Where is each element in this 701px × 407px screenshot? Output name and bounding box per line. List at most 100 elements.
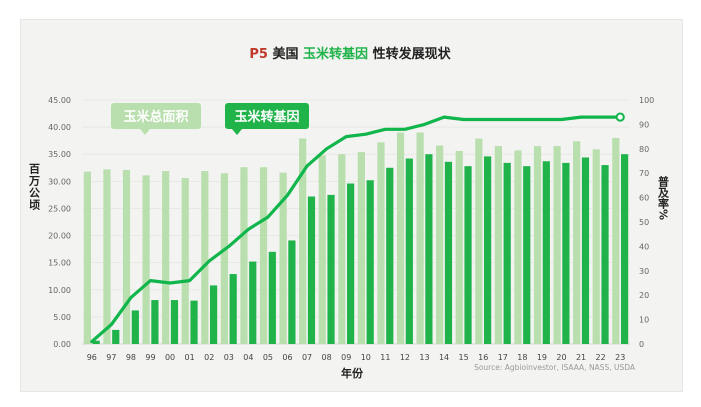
bar-total-19 xyxy=(533,146,542,344)
title-prefix: P5 xyxy=(249,47,268,62)
x-tick-label: 06 xyxy=(282,353,292,362)
bar-gm-18 xyxy=(523,166,531,344)
x-tick-label: 23 xyxy=(615,353,625,362)
bar-total-02 xyxy=(201,171,209,344)
x-tick-label: 02 xyxy=(204,353,214,362)
x-tick-label: 15 xyxy=(459,353,469,362)
right-tick-label: 40 xyxy=(639,242,649,251)
x-tick-label: 01 xyxy=(185,353,195,362)
bar-gm-98 xyxy=(131,310,139,344)
x-tick-label: 99 xyxy=(145,353,155,362)
bar-gm-15 xyxy=(464,166,472,344)
chart-title: P5 美国 玉米转基因 性转发展现状 xyxy=(249,46,451,62)
right-tick-label: 70 xyxy=(639,169,649,178)
bar-total-17 xyxy=(494,146,502,344)
left-tick-label: 10.00 xyxy=(48,286,71,295)
x-tick-label: 14 xyxy=(439,353,449,362)
x-tick-label: 96 xyxy=(87,353,97,362)
x-tick-label: 18 xyxy=(517,353,527,362)
bar-total-97 xyxy=(103,169,111,344)
bar-total-13 xyxy=(416,132,424,344)
bar-gm-14 xyxy=(444,161,453,344)
right-tick-label: 80 xyxy=(639,145,649,154)
right-axis-label: 普及率% xyxy=(657,175,670,220)
x-tick-label: 11 xyxy=(380,353,390,362)
right-tick-label: 90 xyxy=(639,120,649,129)
x-tick-label: 10 xyxy=(361,353,371,362)
legend-gm-pointer xyxy=(232,129,242,135)
bar-gm-02 xyxy=(210,285,218,344)
bar-total-03 xyxy=(220,173,228,344)
bar-gm-21 xyxy=(581,157,590,344)
title-pre: 美国 xyxy=(273,46,299,62)
bar-total-00 xyxy=(162,171,170,344)
x-tick-label: 07 xyxy=(302,353,312,362)
source-note: Source: Agbioinvestor, ISAAA, NASS, USDA xyxy=(474,363,636,372)
legend-total-bubble xyxy=(111,103,201,129)
bar-gm-23 xyxy=(621,154,629,344)
bar-total-22 xyxy=(592,149,600,344)
bar-total-14 xyxy=(436,145,444,344)
adoption-point-23 xyxy=(615,112,625,122)
left-tick-label: 5.00 xyxy=(53,313,71,322)
legend-gm: 玉米转基因 xyxy=(225,103,309,135)
bar-gm-01 xyxy=(190,300,198,344)
x-tick-label: 05 xyxy=(263,353,273,362)
bar-gm-12 xyxy=(405,158,413,344)
x-tick-label: 17 xyxy=(498,353,508,362)
x-tick-label: 97 xyxy=(106,353,116,362)
left-axis-label: 百万公顷 xyxy=(28,163,42,211)
x-tick-label: 09 xyxy=(341,353,351,362)
right-axis-ticks: 0 10 20 30 40 50 60 70 80 90 100 xyxy=(639,96,654,349)
bar-total-07 xyxy=(299,138,307,344)
bar-total-98 xyxy=(122,169,131,344)
x-axis-label: 年份 xyxy=(341,366,364,380)
bar-total-16 xyxy=(475,138,483,344)
x-axis-ticks: 96 97 98 99 00 01 02 03 04 05 06 07 08 09 10 11 12 13 14 15… xyxy=(87,353,626,362)
bar-gm-19 xyxy=(542,161,550,344)
legend-gm-label: 玉米转基因 xyxy=(234,109,299,125)
bar-total-20 xyxy=(553,146,561,344)
bar-gm-10 xyxy=(366,180,374,344)
bar-gm-09 xyxy=(347,183,355,344)
left-axis-ticks: 0.00 5.00 10.00 15.00 20.00 25.00 30.00 35.00 40… xyxy=(48,96,71,349)
bar-total-21 xyxy=(573,141,581,344)
bar-gm-03 xyxy=(229,274,237,344)
x-tick-label: 21 xyxy=(576,353,586,362)
right-tick-label: 100 xyxy=(639,96,654,105)
bar-total-96 xyxy=(83,171,91,344)
right-tick-label: 50 xyxy=(639,218,649,227)
bar-total-18 xyxy=(514,150,522,344)
legend-total-label: 玉米总面积 xyxy=(123,109,188,125)
bar-total-09 xyxy=(338,154,346,344)
bar-gm-13 xyxy=(425,154,433,344)
x-tick-label: 19 xyxy=(537,353,547,362)
bar-gm-97 xyxy=(112,329,120,344)
bar-total-11 xyxy=(377,142,385,344)
bar-gm-07 xyxy=(307,196,316,344)
x-tick-label: 04 xyxy=(243,353,253,362)
x-tick-label: 00 xyxy=(165,353,175,362)
legend-total-area: 玉米总面积 xyxy=(111,103,201,135)
x-tick-label: 12 xyxy=(400,353,410,362)
x-tick-label: 13 xyxy=(419,353,429,362)
left-tick-label: 20.00 xyxy=(48,232,71,241)
x-tick-label: 16 xyxy=(478,353,488,362)
bar-gm-96 xyxy=(92,340,100,344)
adoption-line xyxy=(90,115,622,344)
series-total-area xyxy=(83,132,620,344)
bar-gm-05 xyxy=(268,251,276,344)
left-tick-label: 30.00 xyxy=(48,177,71,186)
left-tick-label: 25.00 xyxy=(48,204,71,213)
bar-total-04 xyxy=(240,167,248,344)
series-adoption-rate xyxy=(90,112,625,344)
right-tick-label: 10 xyxy=(639,316,649,325)
x-tick-label: 98 xyxy=(126,353,136,362)
bar-gm-00 xyxy=(170,300,179,344)
right-tick-label: 20 xyxy=(639,291,649,300)
right-tick-label: 60 xyxy=(639,194,649,203)
title-post: 性转发展现状 xyxy=(373,46,452,62)
bar-gm-99 xyxy=(151,300,159,344)
left-tick-label: 35.00 xyxy=(48,150,71,159)
